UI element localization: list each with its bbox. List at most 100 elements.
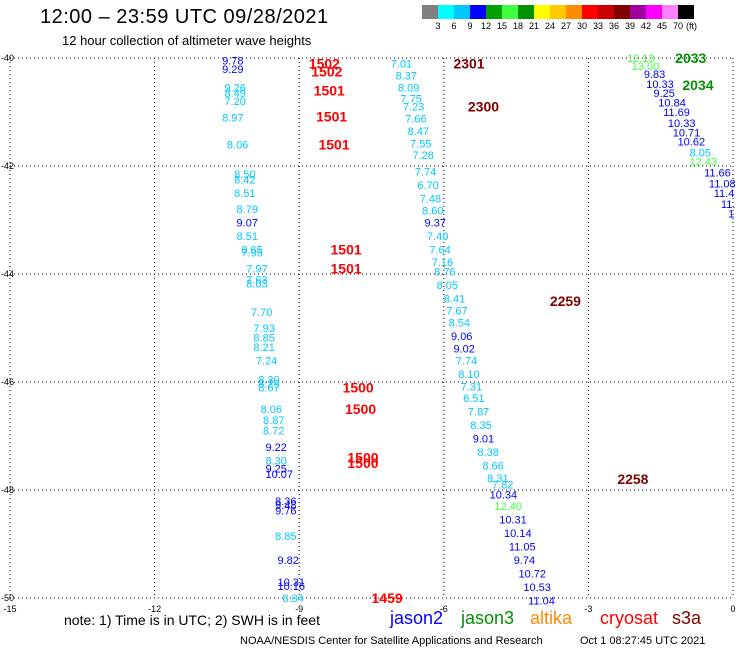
pass-time-label: 2259	[550, 293, 581, 309]
colorbar-label: 9	[467, 21, 473, 31]
wave-height-point: 8.31	[487, 473, 508, 485]
colorbar-cell	[486, 5, 502, 19]
colorbar-cell	[438, 5, 454, 19]
wave-height-point: 10.84	[658, 97, 686, 109]
wave-height-point: 8.21	[253, 342, 274, 354]
colorbar-label: 24	[544, 21, 555, 31]
wave-height-point: 7.01	[391, 58, 412, 70]
pass-time-label: 2258	[617, 471, 648, 487]
wave-height-point: 8.30	[265, 455, 286, 467]
wave-height-point: 10.33	[668, 118, 696, 130]
note-text: note: 1) Time is in UTC; 2) SWH is in fe…	[64, 612, 320, 628]
wave-height-point: 8.10	[458, 369, 479, 381]
colorbar-label: 30	[576, 21, 587, 31]
wave-height-point: 8.42	[234, 175, 255, 187]
wave-height-point: 11.08	[709, 178, 736, 190]
wave-height-point: 11.	[721, 199, 735, 211]
wave-height-point: 7.66	[405, 113, 426, 125]
chart-subtitle: 12 hour collection of altimeter wave hei…	[62, 33, 312, 48]
colorbar-label: 36	[608, 21, 619, 31]
colorbar-cell	[454, 5, 470, 19]
wave-height-point: 8.30	[258, 374, 279, 386]
wave-height-point: 11.69	[663, 107, 690, 119]
wave-height-point: 8.84	[282, 593, 303, 605]
wave-height-point: 7.48	[420, 193, 441, 205]
wave-height-point: 7.28	[412, 150, 433, 162]
wave-height-point: 10.62	[678, 137, 706, 149]
wave-height-point: 8.85	[253, 333, 274, 345]
colorbar-cell	[662, 5, 678, 19]
wave-height-point: 9.26	[224, 83, 245, 95]
wave-height-point: 8.65	[241, 245, 262, 257]
wave-height-point: 7.82	[492, 480, 513, 492]
legend-jason3: jason3	[461, 608, 515, 628]
wave-height-point: 7.20	[224, 96, 245, 108]
colorbar-label: 42	[640, 21, 651, 31]
wave-height-point: 12.13	[627, 53, 655, 65]
wave-height-point: 8.06	[261, 404, 282, 416]
wave-height-point: 9.74	[514, 555, 535, 567]
wave-height-point: 8.05	[690, 148, 711, 160]
wave-height-point: 11.05	[509, 542, 536, 554]
legend-altika: altika	[530, 608, 573, 628]
wave-height-point: 7.70	[251, 307, 272, 319]
wave-height-point: 1	[728, 209, 734, 221]
pass-time-label: 2033	[675, 50, 706, 66]
pass-time-label: 1501	[318, 136, 349, 152]
colorbar-cell	[470, 5, 486, 19]
colorbar-unit: (ft)	[686, 21, 697, 31]
wave-height-point: 8.97	[222, 112, 243, 124]
wave-height-point: 8.05	[437, 280, 458, 292]
y-tick-label: -48	[1, 485, 14, 495]
wave-height-point: 6.70	[417, 180, 438, 192]
colorbar-cell	[566, 5, 582, 19]
colorbar-cell	[614, 5, 630, 19]
pass-time-label: 1501	[316, 108, 347, 124]
pass-time-label: 1459	[372, 590, 403, 606]
wave-height-point: 7.64	[429, 245, 450, 257]
colorbar-label: 21	[528, 21, 539, 31]
wave-height-point: 10.71	[673, 128, 701, 140]
wave-height-point: 8.76	[434, 266, 455, 278]
wave-height-point: 7.74	[456, 355, 477, 367]
pass-time-label: 2034	[682, 77, 713, 93]
wave-height-point: 9.37	[425, 218, 446, 230]
wave-height-point: 9.48	[275, 500, 296, 512]
x-tick-label: 0	[730, 604, 735, 614]
pass-time-label: 2301	[453, 55, 484, 71]
colorbar-cell	[646, 5, 662, 19]
wave-height-point: 7.67	[446, 306, 467, 318]
x-tick-label: -3	[584, 604, 592, 614]
wave-height-point: 7.16	[432, 257, 453, 269]
pass-time-label: 1501	[314, 82, 345, 98]
wave-height-point: 10.16	[278, 581, 306, 593]
wave-height-point: 10.72	[519, 569, 547, 581]
colorbar-cell	[502, 5, 518, 19]
colorbar-cell	[678, 5, 694, 19]
wave-height-point: 10.31	[499, 515, 527, 527]
wave-height-point: 8.50	[234, 169, 255, 181]
pass-time-label: 1500	[343, 379, 374, 395]
wave-height-point: 7.24	[256, 355, 277, 367]
wave-height-point: 12.43	[690, 157, 718, 169]
colorbar-label: 33	[592, 21, 603, 31]
legend-cryosat: cryosat	[600, 608, 659, 628]
colorbar-label: 6	[451, 21, 457, 31]
pass-time-label: 1502	[311, 64, 342, 80]
wave-height-point: 8.06	[227, 139, 248, 151]
wave-height-point: 8.60	[422, 205, 443, 217]
wave-height-point: 7.93	[253, 323, 274, 335]
x-tick-label: -12	[148, 604, 161, 614]
wave-height-point: 8.79	[237, 204, 258, 216]
colorbar-cell	[598, 5, 614, 19]
wave-height-point: 6.51	[463, 393, 484, 405]
wave-height-point: 11.66	[704, 167, 731, 179]
y-tick-label: -44	[1, 269, 14, 279]
wave-height-point: 8.85	[275, 531, 296, 543]
wave-height-point: 10.53	[523, 582, 551, 594]
colorbar-label: 39	[624, 21, 635, 31]
wave-height-point: 7.95	[241, 247, 262, 259]
wave-height-point: 9.02	[453, 344, 474, 356]
wave-height-point: 8.41	[444, 293, 465, 305]
